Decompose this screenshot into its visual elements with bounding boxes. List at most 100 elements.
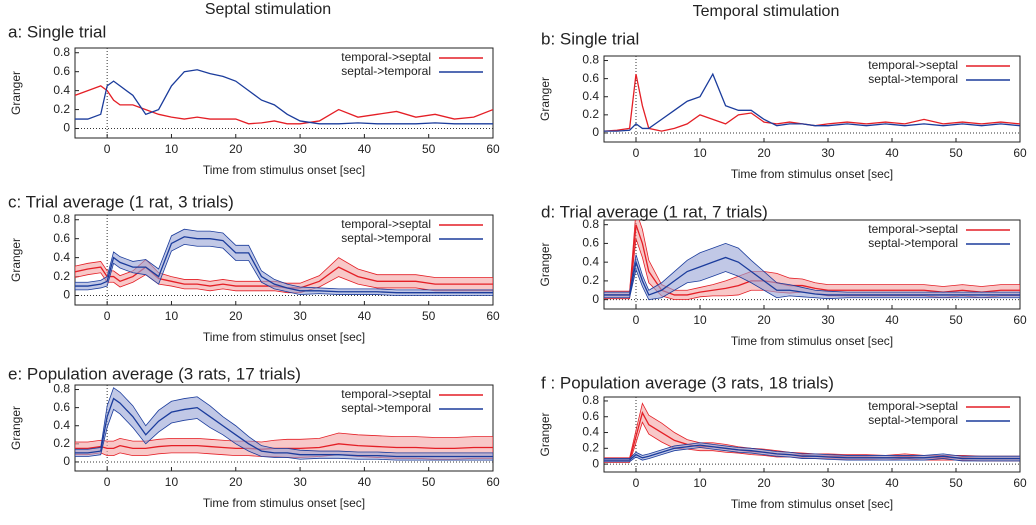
plot-area bbox=[604, 220, 1020, 301]
y-tick-label: 0 bbox=[63, 454, 70, 468]
x-tick-label: 10 bbox=[165, 475, 179, 489]
x-tick-label: 0 bbox=[104, 309, 111, 323]
x-tick-label: 0 bbox=[633, 476, 640, 490]
x-tick-label: 60 bbox=[486, 309, 500, 323]
plot-frame bbox=[603, 55, 1021, 143]
error-band bbox=[75, 228, 493, 296]
legend-label: septal->temporal bbox=[341, 231, 431, 245]
error-band bbox=[75, 257, 493, 294]
legend-label: temporal->septal bbox=[868, 222, 958, 236]
y-tick-label: 0.2 bbox=[582, 107, 599, 121]
x-tick-label: 30 bbox=[821, 146, 835, 160]
series-line bbox=[75, 236, 493, 294]
series-line bbox=[604, 444, 1020, 461]
y-axis-label: Granger bbox=[538, 242, 552, 286]
y-tick-label: 0.8 bbox=[582, 393, 599, 407]
y-tick-label: 0 bbox=[592, 456, 599, 470]
plot-frame bbox=[74, 47, 494, 139]
x-tick-label: 60 bbox=[1013, 476, 1027, 490]
plot-frame bbox=[74, 214, 494, 306]
panel-title: e: Population average (3 rats, 17 trials… bbox=[8, 364, 301, 383]
x-tick-label: 20 bbox=[229, 142, 243, 156]
x-axis-label: Time from stimulus onset [sec] bbox=[203, 330, 365, 344]
x-tick-label: 0 bbox=[633, 313, 640, 327]
y-axis-label: Granger bbox=[538, 412, 552, 456]
x-tick-label: 20 bbox=[229, 475, 243, 489]
panel: e: Population average (3 rats, 17 trials… bbox=[8, 364, 500, 510]
x-tick-label: 60 bbox=[486, 475, 500, 489]
y-tick-label: 0.8 bbox=[582, 217, 599, 231]
x-tick-label: 40 bbox=[885, 146, 899, 160]
x-tick-label: 30 bbox=[293, 475, 307, 489]
x-tick-label: 20 bbox=[757, 476, 771, 490]
y-tick-label: 0.2 bbox=[53, 436, 70, 450]
column-title: Temporal stimulation bbox=[693, 3, 840, 20]
legend-label: temporal->septal bbox=[341, 387, 431, 401]
y-tick-label: 0.2 bbox=[582, 273, 599, 287]
x-tick-label: 40 bbox=[358, 309, 372, 323]
x-tick-label: 40 bbox=[885, 313, 899, 327]
y-tick-label: 0.4 bbox=[582, 89, 599, 103]
x-tick-label: 30 bbox=[821, 313, 835, 327]
x-tick-label: 30 bbox=[293, 309, 307, 323]
x-tick-label: 40 bbox=[885, 476, 899, 490]
x-axis-label: Time from stimulus onset [sec] bbox=[203, 496, 365, 510]
y-tick-label: 0.8 bbox=[53, 382, 70, 396]
y-axis-label: Granger bbox=[9, 238, 23, 282]
series-line bbox=[75, 443, 493, 450]
x-tick-label: 50 bbox=[422, 309, 436, 323]
x-tick-label: 60 bbox=[1013, 313, 1027, 327]
y-tick-label: 0.6 bbox=[582, 236, 599, 250]
y-tick-label: 0.4 bbox=[582, 425, 599, 439]
legend-label: temporal->septal bbox=[341, 217, 431, 231]
panel: b: Single trial 0 0.2 0.4 0.6 0.8 0 10 20 30 40 50 6… bbox=[538, 29, 1027, 181]
y-tick-label: 0 bbox=[63, 288, 70, 302]
y-tick-label: 0.4 bbox=[53, 250, 70, 264]
y-axis-label: Granger bbox=[9, 406, 23, 450]
legend-label: septal->temporal bbox=[868, 413, 958, 427]
y-tick-label: 0.8 bbox=[53, 212, 70, 226]
y-tick-label: 0.8 bbox=[53, 45, 70, 59]
x-axis-label: Time from stimulus onset [sec] bbox=[731, 167, 893, 181]
plot-frame bbox=[74, 384, 494, 472]
x-tick-label: 20 bbox=[757, 313, 771, 327]
panel-title: d: Trial average (1 rat, 7 trials) bbox=[541, 202, 768, 221]
x-tick-label: 10 bbox=[693, 313, 707, 327]
panel-title: a: Single trial bbox=[8, 22, 106, 41]
legend-label: temporal->septal bbox=[341, 50, 431, 64]
y-tick-label: 0 bbox=[63, 121, 70, 135]
y-tick-label: 0.6 bbox=[53, 64, 70, 78]
x-tick-label: 10 bbox=[693, 146, 707, 160]
panel: a: Single trial 0 0.2 0.4 0.6 0.8 0 10 20 30 40 50 6… bbox=[8, 22, 500, 177]
error-band bbox=[75, 387, 493, 461]
panel-title: b: Single trial bbox=[541, 29, 639, 48]
panel: c: Trial average (1 rat, 3 trials) 0 0.2 0.… bbox=[8, 192, 500, 344]
error-band bbox=[604, 242, 1020, 301]
plot-frame bbox=[603, 219, 1021, 310]
series-line bbox=[75, 397, 493, 458]
x-tick-label: 0 bbox=[104, 142, 111, 156]
y-tick-label: 0.4 bbox=[53, 83, 70, 97]
legend-label: septal->temporal bbox=[341, 401, 431, 415]
legend-label: septal->temporal bbox=[868, 236, 958, 250]
y-tick-label: 0 bbox=[592, 292, 599, 306]
legend-label: septal->temporal bbox=[868, 72, 958, 86]
x-tick-label: 60 bbox=[486, 142, 500, 156]
plot-area bbox=[75, 387, 493, 461]
x-tick-label: 40 bbox=[358, 142, 372, 156]
legend-label: septal->temporal bbox=[341, 64, 431, 78]
x-tick-label: 0 bbox=[104, 475, 111, 489]
y-tick-label: 0.6 bbox=[53, 231, 70, 245]
panel: f : Population average (3 rats, 18 trial… bbox=[538, 373, 1027, 511]
legend-label: temporal->septal bbox=[868, 399, 958, 413]
y-axis-label: Granger bbox=[9, 71, 23, 115]
x-tick-label: 10 bbox=[693, 476, 707, 490]
y-tick-label: 0.6 bbox=[53, 400, 70, 414]
x-axis-label: Time from stimulus onset [sec] bbox=[203, 163, 365, 177]
plot-area bbox=[75, 69, 493, 125]
y-tick-label: 0.2 bbox=[53, 102, 70, 116]
x-tick-label: 50 bbox=[422, 475, 436, 489]
x-tick-label: 30 bbox=[293, 142, 307, 156]
y-tick-label: 0.4 bbox=[53, 418, 70, 432]
column-title: Septal stimulation bbox=[205, 1, 331, 18]
